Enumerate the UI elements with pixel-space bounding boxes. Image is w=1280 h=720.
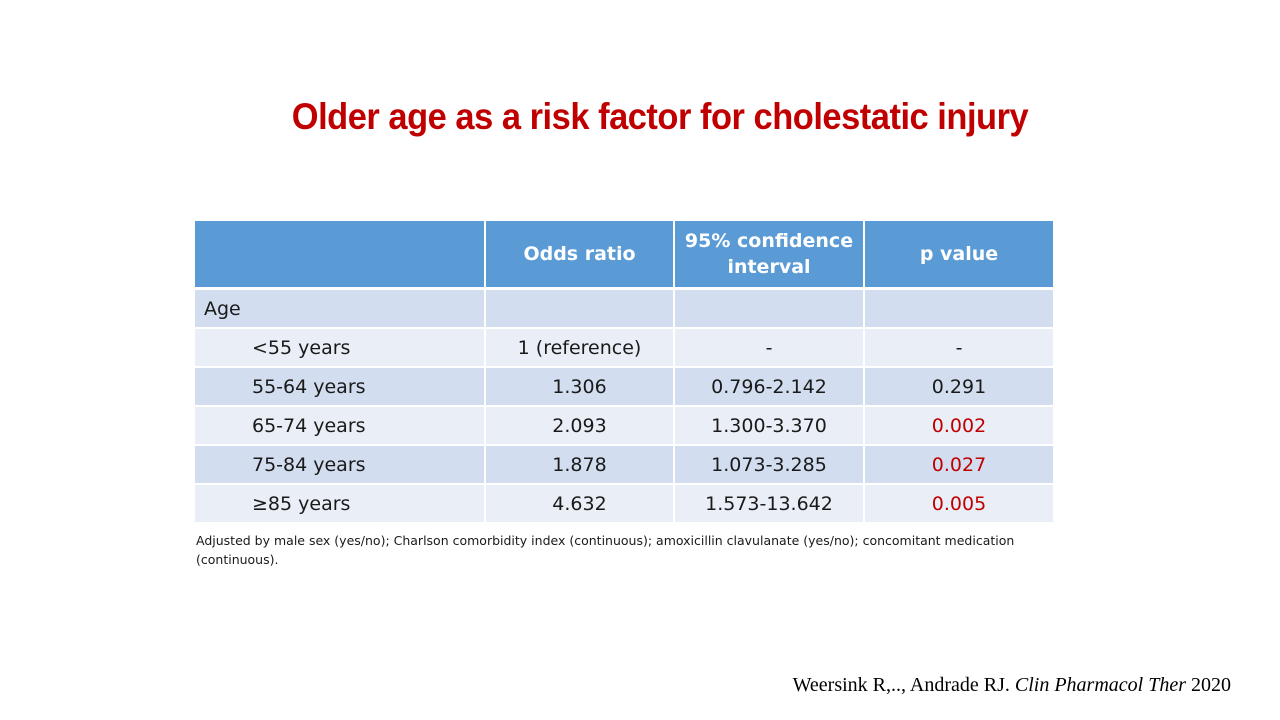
slide-title: Older age as a risk factor for cholestat… <box>291 96 1029 137</box>
table-cell <box>864 288 1053 329</box>
ci-cell: - <box>674 328 865 368</box>
odds-ratio-cell: 1.878 <box>485 445 675 485</box>
p-value-cell: 0.291 <box>864 367 1053 407</box>
table-row: ≥85 years 4.632 1.573-13.642 0.005 <box>195 484 1053 524</box>
row-label: 55-64 years <box>195 367 486 407</box>
p-value-cell: 0.027 <box>864 445 1053 485</box>
p-value-cell: 0.005 <box>864 484 1053 524</box>
group-label-age: Age <box>195 288 486 329</box>
odds-ratio-cell: 1.306 <box>485 367 675 407</box>
odds-ratio-cell: 4.632 <box>485 484 675 524</box>
citation-authors: Weersink R,.., Andrade RJ. <box>792 674 1010 696</box>
table-header-row: Odds ratio 95% confidence interval p val… <box>195 221 1053 290</box>
ci-cell: 1.300-3.370 <box>674 406 865 446</box>
odds-ratio-cell: 1 (reference) <box>485 328 675 368</box>
row-label: ≥85 years <box>195 484 486 524</box>
table-row: 55-64 years 1.306 0.796-2.142 0.291 <box>195 367 1053 407</box>
citation-year: 2020 <box>1191 674 1231 696</box>
table-row: 75-84 years 1.878 1.073-3.285 0.027 <box>195 445 1053 485</box>
p-value-cell: 0.002 <box>864 406 1053 446</box>
citation-journal: Clin Pharmacol Ther <box>1014 674 1186 696</box>
ci-cell: 1.073-3.285 <box>674 445 865 485</box>
header-empty <box>195 221 486 290</box>
results-table: Odds ratio 95% confidence interval p val… <box>195 221 1053 524</box>
table-row: <55 years 1 (reference) - - <box>195 328 1053 368</box>
row-label: <55 years <box>195 328 486 368</box>
citation: Weersink R,.., Andrade RJ. Clin Pharmaco… <box>793 674 1231 697</box>
p-value-cell: - <box>864 328 1053 368</box>
ci-cell: 1.573-13.642 <box>674 484 865 524</box>
header-p-value: p value <box>864 221 1053 290</box>
odds-ratio-cell: 2.093 <box>485 406 675 446</box>
ci-cell: 0.796-2.142 <box>674 367 865 407</box>
table-cell <box>674 288 865 329</box>
table-cell <box>485 288 675 329</box>
header-confidence-interval: 95% confidence interval <box>674 221 865 290</box>
row-label: 65-74 years <box>195 406 486 446</box>
table-row: 65-74 years 2.093 1.300-3.370 0.002 <box>195 406 1053 446</box>
header-odds-ratio: Odds ratio <box>485 221 675 290</box>
table-footnote: Adjusted by male sex (yes/no); Charlson … <box>196 533 1015 567</box>
table-row-group: Age <box>195 288 1053 329</box>
row-label: 75-84 years <box>195 445 486 485</box>
